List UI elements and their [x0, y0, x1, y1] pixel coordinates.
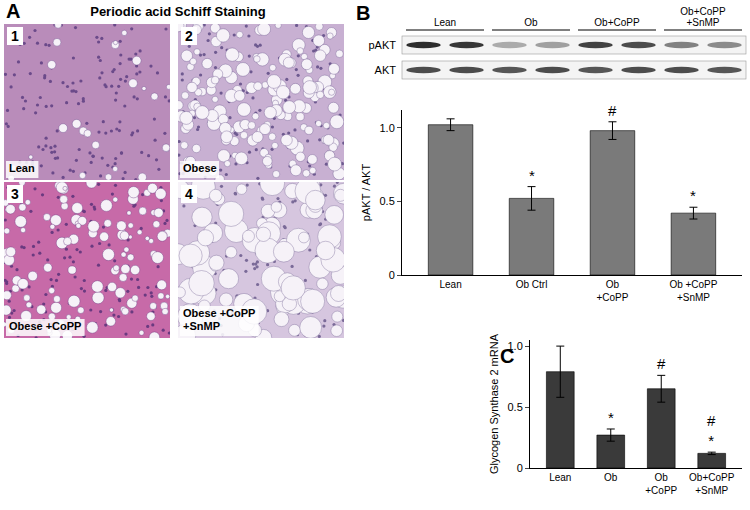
svg-text:#: # — [608, 102, 617, 119]
html-text:C: C — [500, 345, 515, 367]
svg-text:A: A — [6, 0, 20, 22]
svg-text:Ob: Ob — [604, 472, 618, 483]
svg-text:Lean: Lean — [9, 162, 35, 174]
svg-text:3: 3 — [11, 186, 19, 202]
svg-text:Ob+CoPP: Ob+CoPP — [596, 279, 628, 303]
svg-text:1: 1 — [11, 28, 19, 44]
svg-text:pAKT / AKT: pAKT / AKT — [360, 164, 372, 222]
svg-text:4: 4 — [185, 186, 193, 202]
svg-text:Obese: Obese — [183, 162, 217, 174]
svg-text:+SnMP: +SnMP — [686, 17, 719, 28]
svg-text:Obese +CoPP: Obese +CoPP — [9, 320, 81, 332]
svg-text:Obese +CoPP: Obese +CoPP — [183, 307, 255, 319]
svg-text:pAKT: pAKT — [368, 39, 396, 51]
svg-text:#*: #* — [707, 412, 716, 449]
svg-text:1.0: 1.0 — [508, 340, 523, 352]
svg-text:0: 0 — [389, 269, 395, 281]
svg-text:Ob +CoPP+SnMP: Ob +CoPP+SnMP — [669, 279, 717, 303]
svg-text:0: 0 — [517, 462, 523, 474]
svg-text:*: * — [690, 187, 696, 204]
svg-text:*: * — [529, 167, 535, 184]
svg-text:0.5: 0.5 — [508, 401, 523, 413]
svg-text:2: 2 — [185, 28, 193, 44]
svg-text:Periodic acid Schiff Staining: Periodic acid Schiff Staining — [90, 4, 266, 19]
svg-text:Lean: Lean — [439, 279, 461, 290]
svg-text:Glycogen Synthase 2 mRNA: Glycogen Synthase 2 mRNA — [488, 333, 500, 474]
svg-text:Ob+CoPP: Ob+CoPP — [680, 6, 726, 17]
svg-text:1.0: 1.0 — [380, 122, 395, 134]
svg-text:Ob+CoPP+SnMP: Ob+CoPP+SnMP — [689, 472, 735, 496]
svg-text:Lean: Lean — [434, 17, 456, 28]
svg-text:#: # — [657, 355, 666, 372]
svg-text:0.5: 0.5 — [380, 195, 395, 207]
svg-text:Ob Ctrl: Ob Ctrl — [516, 279, 548, 290]
svg-text:+SnMP: +SnMP — [183, 320, 220, 332]
svg-text:Ob+CoPP: Ob+CoPP — [645, 472, 677, 496]
svg-text:*: * — [608, 409, 614, 426]
html-text:B: B — [356, 2, 371, 24]
svg-text:Lean: Lean — [549, 472, 571, 483]
svg-text:Ob: Ob — [524, 17, 538, 28]
svg-text:AKT: AKT — [375, 64, 397, 76]
svg-text:Ob+CoPP: Ob+CoPP — [594, 17, 640, 28]
